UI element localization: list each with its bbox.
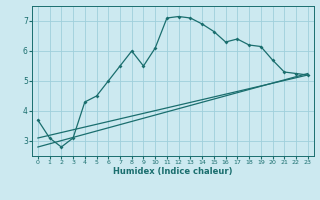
X-axis label: Humidex (Indice chaleur): Humidex (Indice chaleur) bbox=[113, 167, 233, 176]
